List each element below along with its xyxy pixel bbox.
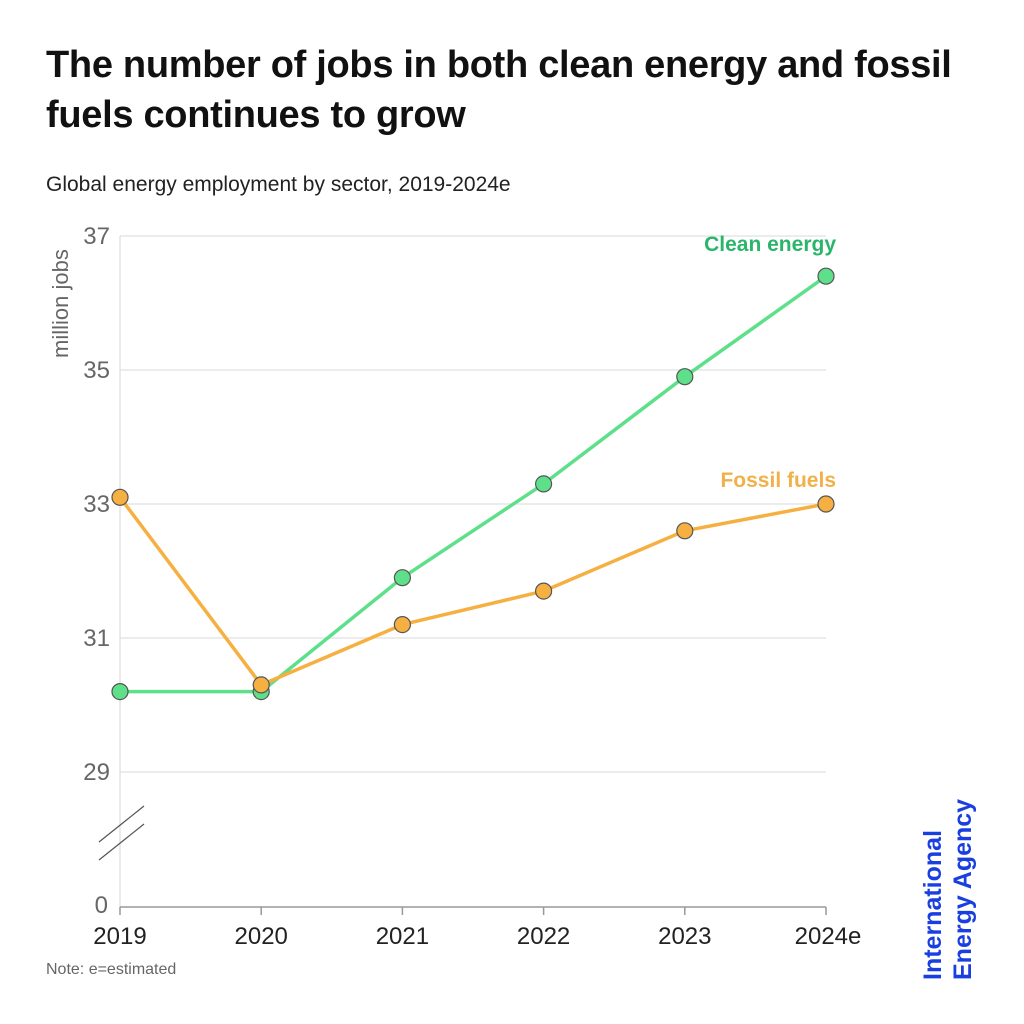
x-tick-label: 2020: [235, 923, 288, 950]
y-tick-label: 33: [83, 491, 110, 518]
y-tick-label: 29: [83, 759, 110, 786]
x-tick-label: 2022: [517, 923, 570, 950]
data-point-fossil-fuels: [111, 488, 129, 506]
chart-title: The number of jobs in both clean energy …: [46, 44, 952, 136]
data-point-clean-energy: [393, 569, 411, 587]
data-point-fossil-fuels: [252, 676, 270, 694]
organization-line-2: Energy Agency: [949, 798, 977, 980]
gridlines: [120, 235, 826, 773]
series-line-clean-energy: [120, 274, 828, 694]
organization-logo: International Energy Agency: [918, 799, 978, 980]
y-tick-label: 31: [83, 625, 110, 652]
data-point-clean-energy: [676, 368, 694, 386]
data-point-fossil-fuels: [817, 495, 835, 513]
data-point-fossil-fuels: [676, 522, 694, 540]
organization-line-1: International: [919, 829, 947, 980]
series-label-fossil-fuels: Fossil fuels: [720, 469, 836, 492]
series-line-fossil-fuels: [118, 496, 827, 687]
data-point-fossil-fuels: [534, 582, 553, 600]
x-tick-label: 2019: [93, 923, 146, 950]
data-point-clean-energy: [111, 682, 129, 701]
y-tick-labels: 37 35 33 31 29 0: [83, 223, 110, 919]
x-tick-label: 2023: [658, 923, 711, 950]
x-tick-label: 2024e: [795, 923, 862, 950]
y-tick-label: 35: [83, 357, 110, 384]
footnote: Note: e=estimated: [46, 961, 177, 978]
y-tick-label-zero: 0: [95, 892, 108, 919]
data-point-fossil-fuels: [393, 615, 411, 634]
axis-break-marks: [98, 805, 145, 861]
y-tick-label: 37: [83, 223, 110, 250]
data-point-clean-energy: [534, 475, 553, 493]
x-tick-label: 2021: [376, 923, 429, 950]
data-point-clean-energy: [817, 267, 835, 285]
y-axis-label: million jobs: [48, 249, 73, 358]
chart-subtitle: Global energy employment by sector, 2019…: [46, 173, 511, 196]
x-tick-labels: 2019 2020 2021 2022 2023 2024e: [93, 907, 861, 950]
series-label-clean-energy: Clean energy: [704, 233, 836, 256]
